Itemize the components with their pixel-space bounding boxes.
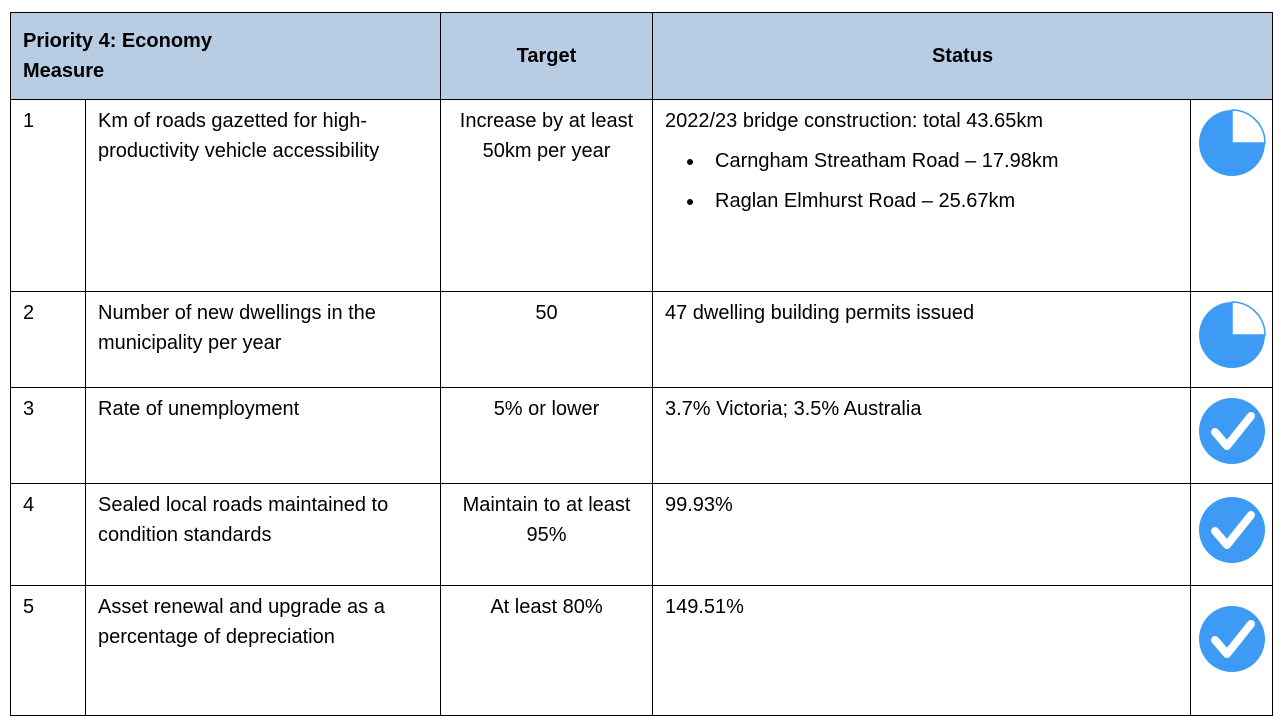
header-cell: Priority 4: Economy Measure (10, 12, 441, 100)
row: 1 Km of roads gazetted for high-producti… (10, 99, 1273, 292)
row: 4 Sealed local roads maintained to condi… (10, 483, 1273, 586)
number: 5 (10, 585, 86, 716)
header-target: Target (440, 12, 653, 100)
header-title: Priority 4: Economy (23, 30, 212, 52)
header-measure: Measure (23, 60, 105, 82)
measure: Rate of unemployment (85, 387, 441, 484)
check-icon (1198, 398, 1265, 464)
icon-cell (1190, 483, 1273, 586)
row: 2 Number of new dwellings in the municip… (10, 291, 1273, 388)
measure: Number of new dwellings in the municipal… (85, 291, 441, 388)
measure: Sealed local roads maintained to conditi… (85, 483, 441, 586)
measures-table: Priority 4: Economy Measure Target Status… (10, 12, 1273, 716)
check-icon (1198, 606, 1265, 672)
target: 50 (440, 291, 653, 388)
status: 47 dwelling building permits issued (652, 291, 1191, 388)
number: 2 (10, 291, 86, 388)
row: 3 Rate of unemployment 5% or lower 3.7% … (10, 387, 1273, 484)
partial-icon (1198, 301, 1266, 368)
icon-cell (1190, 387, 1273, 484)
bullet: Carngham Streatham Road – 17.98km (705, 146, 1178, 176)
measure: Km of roads gazetted for high-productivi… (85, 99, 441, 292)
status: 2022/23 bridge construction: total 43.65… (652, 99, 1191, 292)
target: Maintain to at least 95% (440, 483, 653, 586)
target: 5% or lower (440, 387, 653, 484)
target: Increase by at least 50km per year (440, 99, 653, 292)
icon-cell (1190, 99, 1273, 292)
status: 3.7% Victoria; 3.5% Australia (652, 387, 1191, 484)
status: 149.51% (652, 585, 1191, 716)
check-icon (1198, 497, 1265, 563)
icon-cell (1190, 291, 1273, 388)
status-text: 2022/23 bridge construction: total 43.65… (665, 110, 1044, 132)
icon-cell (1190, 585, 1273, 716)
status: 99.93% (652, 483, 1191, 586)
status-bullets: Carngham Streatham Road – 17.98km Raglan … (665, 146, 1178, 216)
measure: Asset renewal and upgrade as a percentag… (85, 585, 441, 716)
number: 4 (10, 483, 86, 586)
number: 1 (10, 99, 86, 292)
partial-icon (1198, 109, 1266, 176)
header-row: Priority 4: Economy Measure Target Status (10, 12, 1273, 100)
header-status: Status (652, 12, 1273, 100)
number: 3 (10, 387, 86, 484)
row: 5 Asset renewal and upgrade as a percent… (10, 585, 1273, 716)
target: At least 80% (440, 585, 653, 716)
bullet: Raglan Elmhurst Road – 25.67km (705, 186, 1178, 216)
